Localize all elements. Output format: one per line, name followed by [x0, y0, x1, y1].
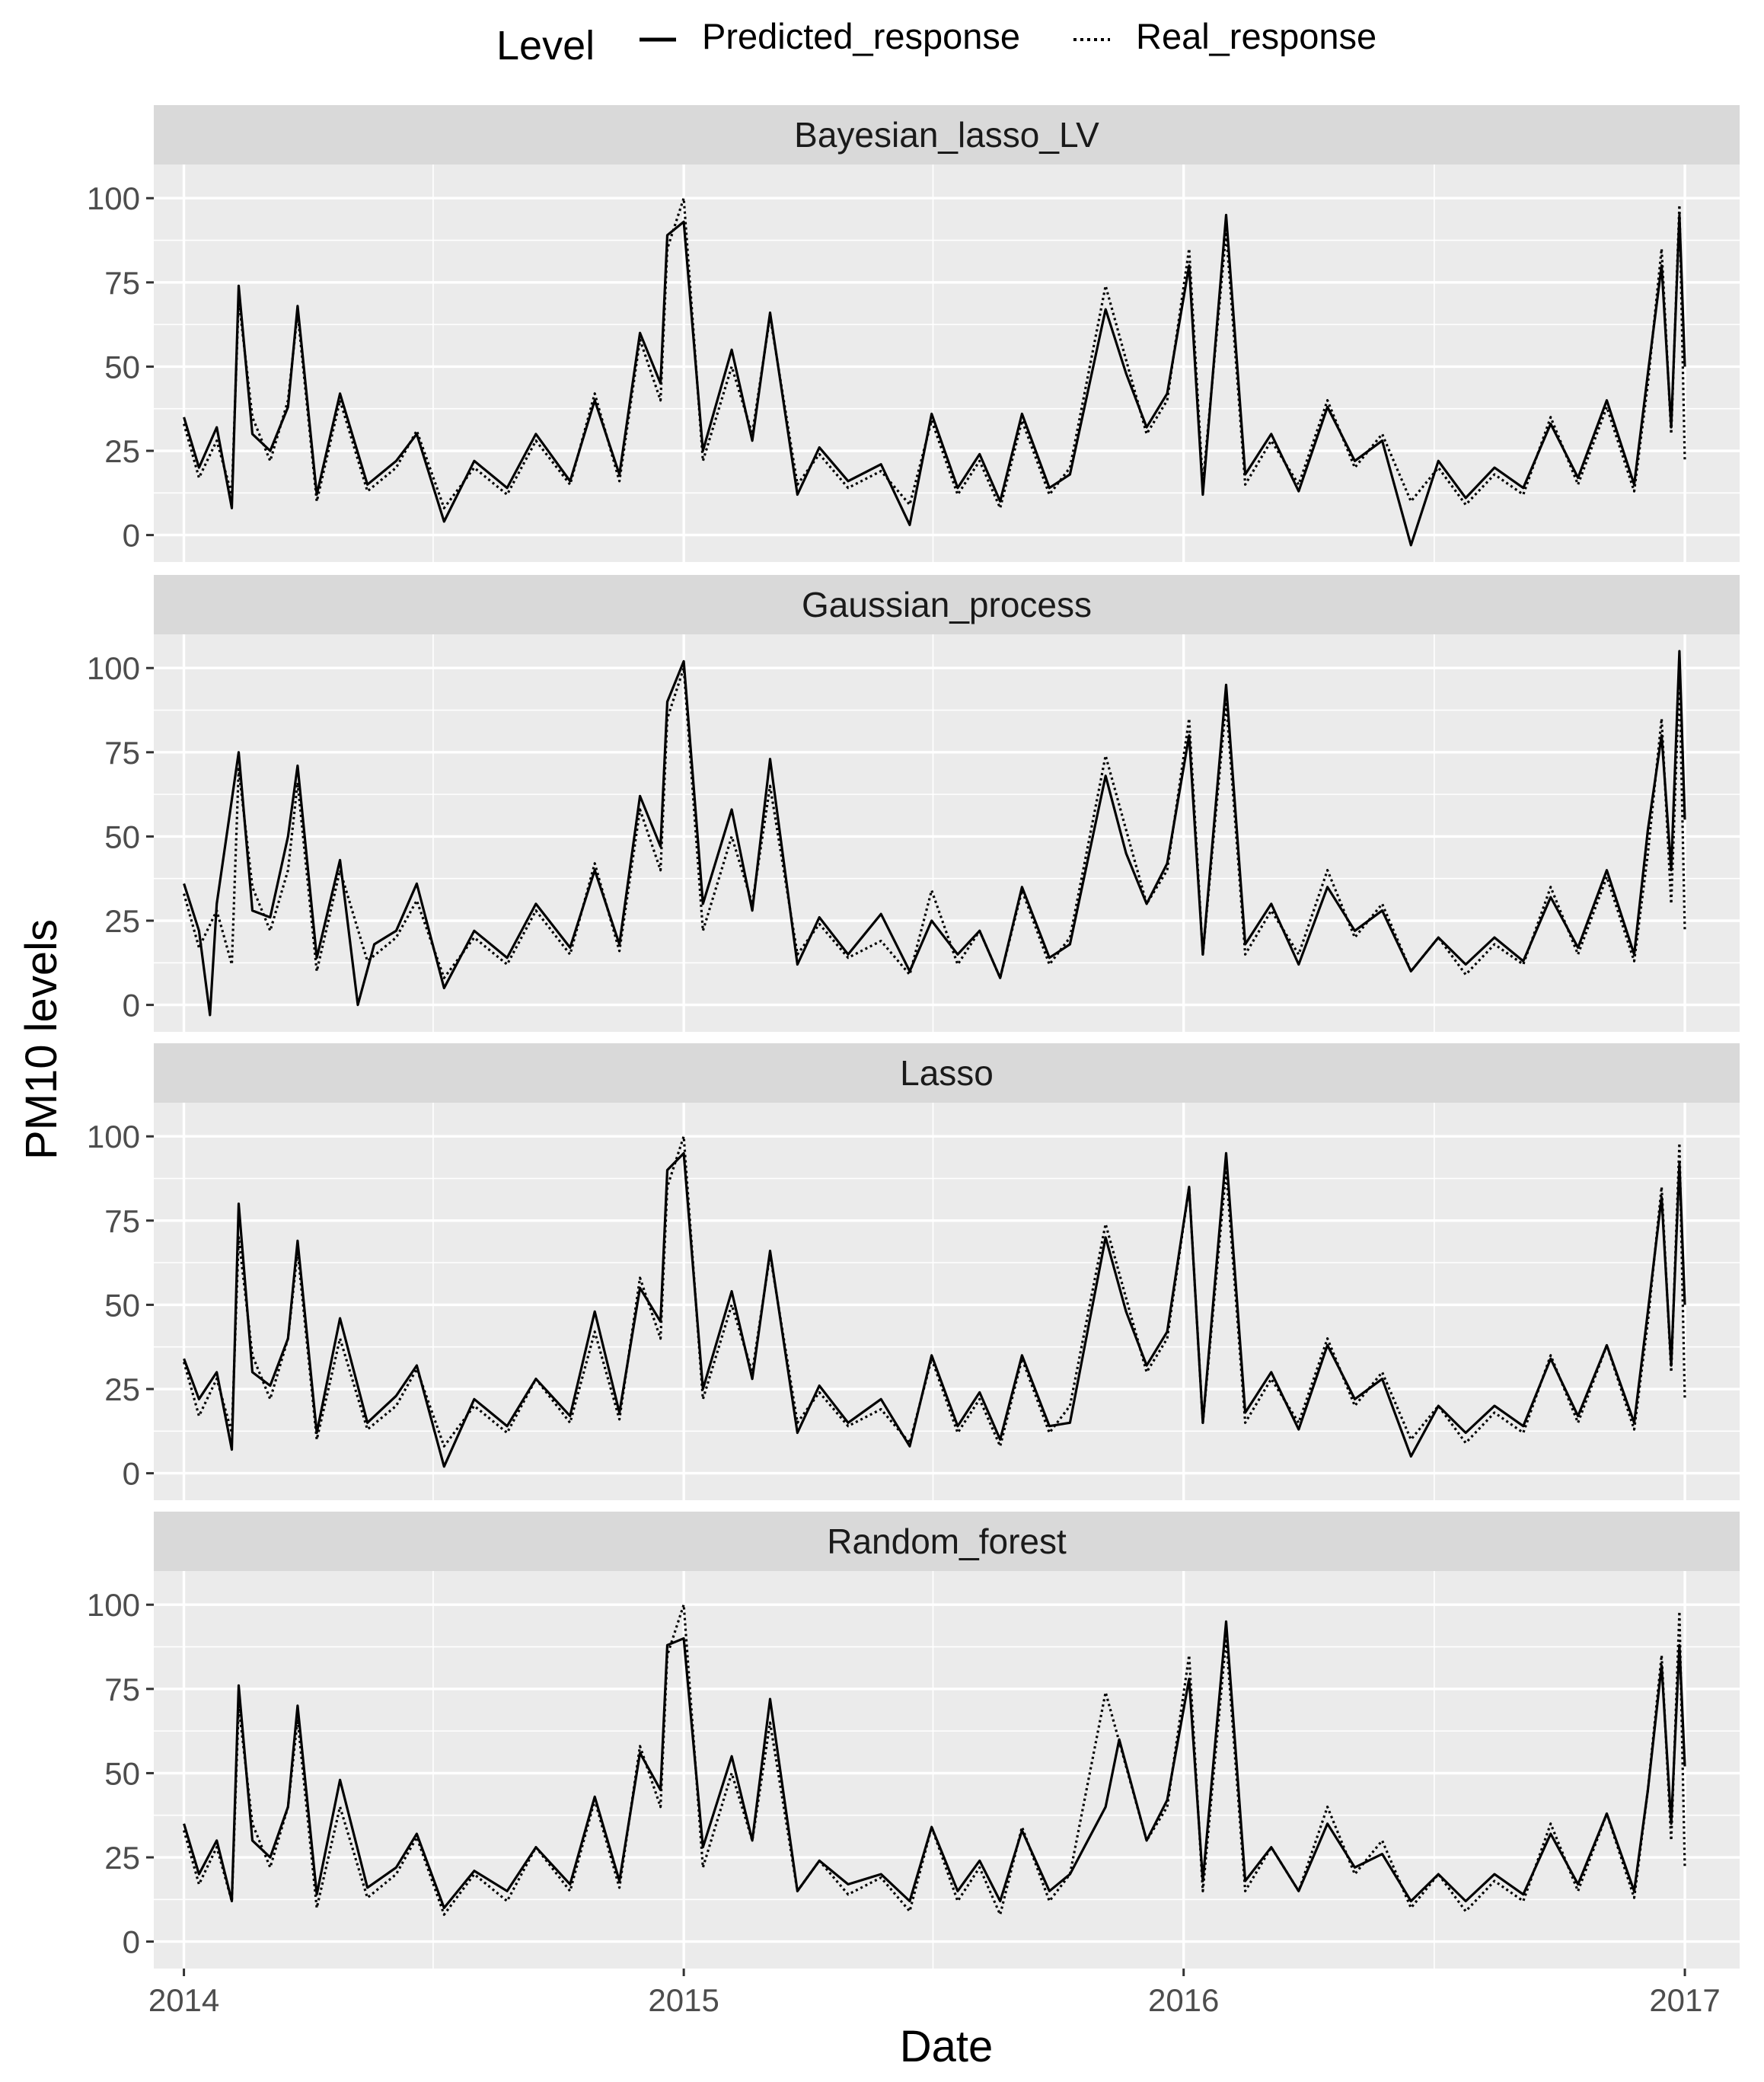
y-tick-label: 25: [104, 1372, 140, 1407]
facet-strip: [154, 575, 1740, 634]
y-tick-label: 50: [104, 819, 140, 854]
y-tick-label: 100: [87, 1119, 140, 1154]
series-line-Real_response: [183, 196, 1686, 509]
facet-strip-label: Gaussian_process: [802, 585, 1092, 624]
panel-background: [154, 634, 1740, 1032]
y-tick-label: 0: [123, 1456, 140, 1492]
series-line-Predicted_response: [183, 650, 1686, 1017]
facet-strip: [154, 1512, 1740, 1571]
series-line-Predicted_response: [183, 213, 1686, 547]
x-tick-label: 2014: [148, 1982, 219, 2018]
x-tick-label: 2015: [648, 1982, 719, 2018]
legend-label-real: Real_response: [1136, 16, 1376, 56]
legend: Level Predicted_response Real_response: [496, 16, 1376, 69]
y-tick-label: 25: [104, 1840, 140, 1876]
series-line-Real_response: [183, 1603, 1686, 1916]
facet-panel-Bayesian_lasso_LV: Bayesian_lasso_LV 0 25 50 75 100: [87, 105, 1740, 562]
y-tick-label: 50: [104, 1287, 140, 1323]
x-axis-title: Date: [900, 2022, 994, 2071]
series-line-Real_response: [183, 666, 1686, 979]
y-tick-label: 25: [104, 433, 140, 469]
facet-panel-Gaussian_process: Gaussian_process 0 25 50 75 100: [87, 575, 1740, 1032]
legend-title: Level: [496, 23, 595, 69]
y-tick-label: 100: [87, 1587, 140, 1623]
facet-strip-label: Random_forest: [827, 1522, 1067, 1561]
facet-panel-Random_forest: Random_forest 0 25 50 75 100: [87, 1512, 1740, 1969]
facet-strip: [154, 105, 1740, 164]
legend-label-predicted: Predicted_response: [702, 16, 1020, 56]
y-tick-label: 100: [87, 650, 140, 686]
x-axis: 2014 2015 2016 2017: [148, 1969, 1721, 2018]
facet-strip: [154, 1043, 1740, 1103]
facet-strip-label: Bayesian_lasso_LV: [794, 115, 1099, 155]
y-axis-title: PM10 levels: [17, 919, 66, 1160]
x-tick-label: 2016: [1148, 1982, 1219, 2018]
panel-background: [154, 164, 1740, 562]
y-tick-label: 25: [104, 903, 140, 939]
y-tick-label: 100: [87, 180, 140, 216]
facet-strip-label: Lasso: [900, 1053, 994, 1093]
panel-background: [154, 1571, 1740, 1969]
y-tick-label: 0: [123, 988, 140, 1023]
series-line-Real_response: [183, 1135, 1686, 1448]
y-tick-label: 75: [104, 1203, 140, 1239]
y-tick-label: 75: [104, 265, 140, 301]
y-tick-label: 50: [104, 1755, 140, 1791]
y-tick-label: 75: [104, 735, 140, 771]
y-tick-label: 50: [104, 349, 140, 385]
panel-background: [154, 1103, 1740, 1500]
y-tick-label: 0: [123, 518, 140, 554]
facet-panels: Bayesian_lasso_LV0255075100Gaussian_proc…: [87, 105, 1740, 1969]
series-line-Predicted_response: [183, 1151, 1686, 1468]
facet-panel-Lasso: Lasso 0 25 50 75 100: [87, 1043, 1740, 1500]
x-tick-label: 2017: [1649, 1982, 1720, 2018]
y-tick-label: 0: [123, 1924, 140, 1960]
y-tick-label: 75: [104, 1672, 140, 1707]
series-line-Predicted_response: [183, 1620, 1686, 1909]
